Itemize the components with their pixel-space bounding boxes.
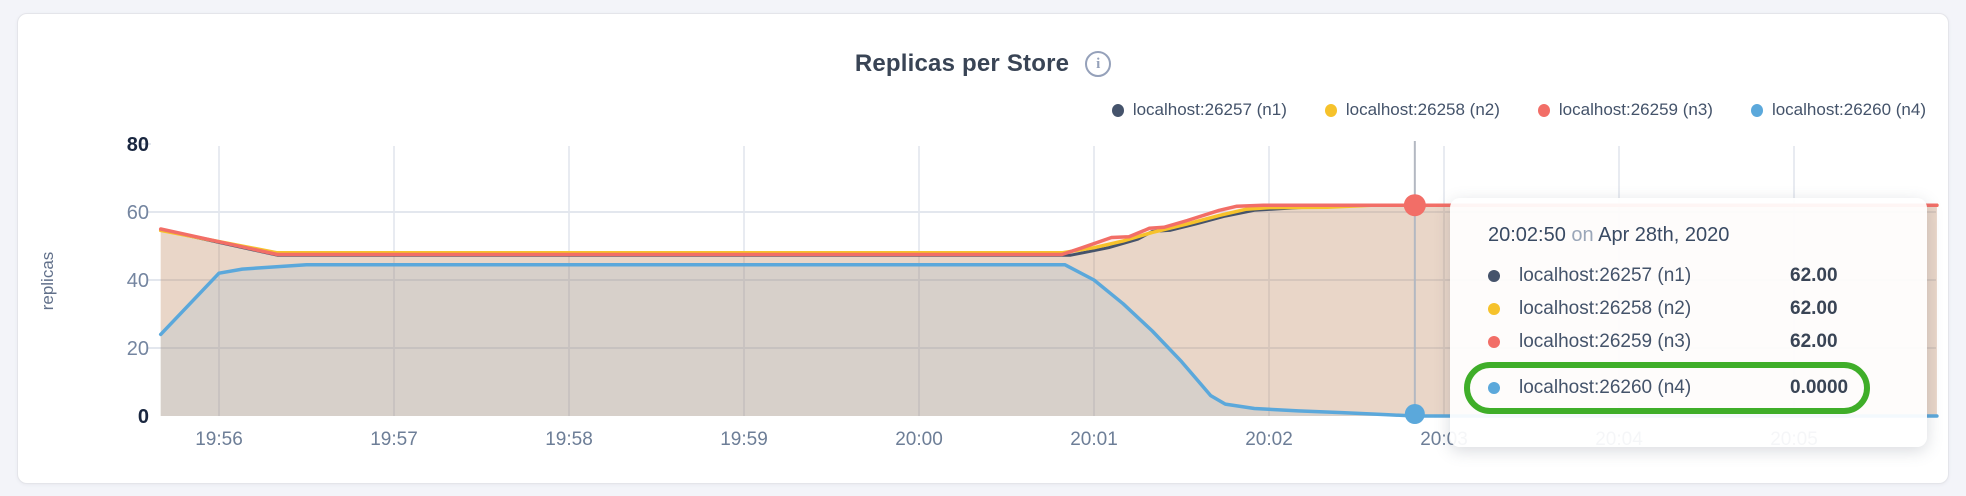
- chart-legend: localhost:26257 (n1) localhost:26258 (n2…: [1111, 100, 1926, 120]
- legend-item-n4[interactable]: localhost:26260 (n4): [1750, 100, 1926, 120]
- x-tick-label: 20:00: [895, 429, 943, 450]
- x-tick-label: 19:59: [720, 429, 768, 450]
- y-tick-label: 80: [127, 134, 149, 156]
- legend-label-n4: localhost:26260 (n4): [1771, 100, 1926, 119]
- x-tick-label: 19:58: [545, 429, 593, 450]
- y-tick-label: 20: [127, 338, 149, 360]
- x-tick-label: 19:56: [195, 429, 243, 450]
- legend-dot-n3: [1537, 103, 1550, 117]
- tooltip-dot-n2: [1488, 302, 1500, 315]
- y-tick-label: 40: [127, 270, 149, 292]
- x-tick-label: 20:01: [1070, 429, 1118, 450]
- legend-label-n1: localhost:26257 (n1): [1132, 100, 1287, 119]
- tooltip-row-n1: localhost:26257 (n1) 62.00: [1488, 259, 1927, 292]
- tooltip-series-value: 62.00: [1790, 297, 1838, 319]
- y-tick-label: 0: [138, 406, 149, 428]
- hover-marker: [1403, 194, 1426, 217]
- x-tick-label: 19:57: [370, 429, 418, 450]
- legend-dot-n2: [1324, 103, 1337, 117]
- highlight-annotation: localhost:26260 (n4) 0.0000: [1464, 362, 1871, 414]
- tooltip-time: 20:02:50: [1488, 224, 1566, 246]
- hover-marker: [1404, 404, 1425, 424]
- tooltip-dot-n1: [1488, 269, 1500, 282]
- series-line-3: [158, 203, 1939, 257]
- legend-item-n1[interactable]: localhost:26257 (n1): [1111, 100, 1287, 120]
- tooltip-row-n2: localhost:26258 (n2) 62.00: [1488, 292, 1927, 325]
- legend-label-n3: localhost:26259 (n3): [1558, 100, 1713, 119]
- chart-card: Replicas per Store i localhost:26257 (n1…: [17, 13, 1949, 484]
- series-line-4: [158, 262, 1939, 418]
- hover-tooltip: 20:02:50 on Apr 28th, 2020 localhost:262…: [1450, 198, 1927, 447]
- tooltip-dot-n3: [1488, 335, 1500, 348]
- tooltip-row-n4: localhost:26260 (n4) 0.0000: [1488, 371, 1848, 405]
- info-icon[interactable]: i: [1085, 51, 1112, 77]
- chart-header: Replicas per Store i: [18, 50, 1948, 78]
- tooltip-dot-n4: [1488, 382, 1500, 394]
- tooltip-series-value: 62.00: [1790, 330, 1838, 352]
- tooltip-date: Apr 28th, 2020: [1598, 224, 1730, 246]
- tooltip-series-name: localhost:26259 (n3): [1519, 330, 1692, 352]
- tooltip-series-name: localhost:26258 (n2): [1519, 297, 1692, 319]
- legend-label-n2: localhost:26258 (n2): [1345, 100, 1500, 119]
- tooltip-row-n3: localhost:26259 (n3) 62.00: [1488, 325, 1927, 358]
- y-axis-label: replicas: [38, 252, 57, 311]
- tooltip-series-name: localhost:26260 (n4): [1519, 377, 1692, 398]
- tooltip-series-value: 0.0000: [1790, 377, 1849, 398]
- legend-dot-n1: [1111, 103, 1124, 117]
- tooltip-series-name: localhost:26257 (n1): [1519, 264, 1692, 286]
- tooltip-connector: on: [1571, 224, 1599, 246]
- y-tick-label: 60: [127, 202, 149, 224]
- legend-dot-n4: [1750, 103, 1763, 117]
- chart-title: Replicas per Store: [854, 50, 1070, 77]
- tooltip-timestamp: 20:02:50 on Apr 28th, 2020: [1488, 224, 1927, 247]
- x-tick-label: 20:02: [1245, 429, 1293, 450]
- tooltip-series-value: 62.00: [1790, 264, 1838, 286]
- legend-item-n2[interactable]: localhost:26258 (n2): [1324, 100, 1500, 120]
- legend-item-n3[interactable]: localhost:26259 (n3): [1537, 100, 1713, 120]
